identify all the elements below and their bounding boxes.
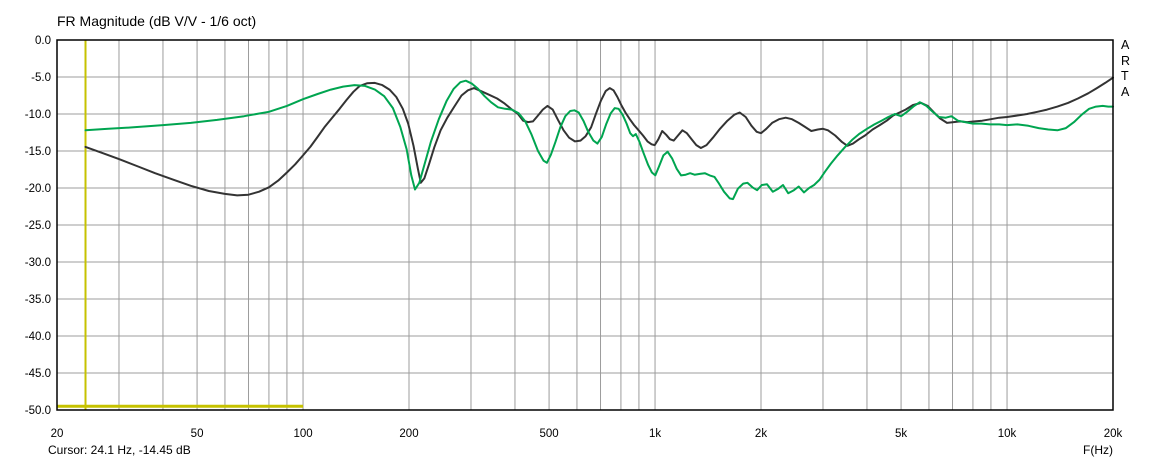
y-tick-label: -50.0	[25, 405, 51, 417]
y-tick-label: -30.0	[25, 257, 51, 269]
fr-curve-green-trace	[84, 79, 1114, 201]
cursor-readout: Cursor: 24.1 Hz, -14.45 dB	[48, 443, 191, 457]
x-tick-label: 5k	[895, 428, 907, 440]
y-tick-label: -40.0	[25, 331, 51, 343]
x-tick-label: 20	[51, 428, 64, 440]
y-tick-label: -15.0	[25, 146, 51, 158]
x-tick-label: 2k	[755, 428, 767, 440]
chart-title: FR Magnitude (dB V/V - 1/6 oct)	[57, 13, 257, 29]
x-axis-unit-label: F(Hz)	[1083, 443, 1113, 457]
x-tick-label: 100	[293, 428, 312, 440]
x-tick-label: 20k	[1104, 428, 1123, 440]
fr-curve-black-trace	[84, 76, 1114, 197]
y-tick-label: -45.0	[25, 368, 51, 380]
x-tick-label: 200	[399, 428, 418, 440]
y-tick-label: 0.0	[35, 35, 51, 47]
arta-watermark: ARTA	[1121, 38, 1131, 99]
y-tick-label: -20.0	[25, 183, 51, 195]
x-tick-label: 1k	[649, 428, 661, 440]
x-tick-label: 50	[191, 428, 204, 440]
y-tick-label: -10.0	[25, 109, 51, 121]
y-tick-label: -25.0	[25, 220, 51, 232]
plot-frame	[56, 39, 1114, 411]
y-tick-label: -35.0	[25, 294, 51, 306]
x-tick-label: 10k	[998, 428, 1017, 440]
x-tick-label: 500	[539, 428, 558, 440]
y-tick-label: -5.0	[31, 72, 51, 84]
